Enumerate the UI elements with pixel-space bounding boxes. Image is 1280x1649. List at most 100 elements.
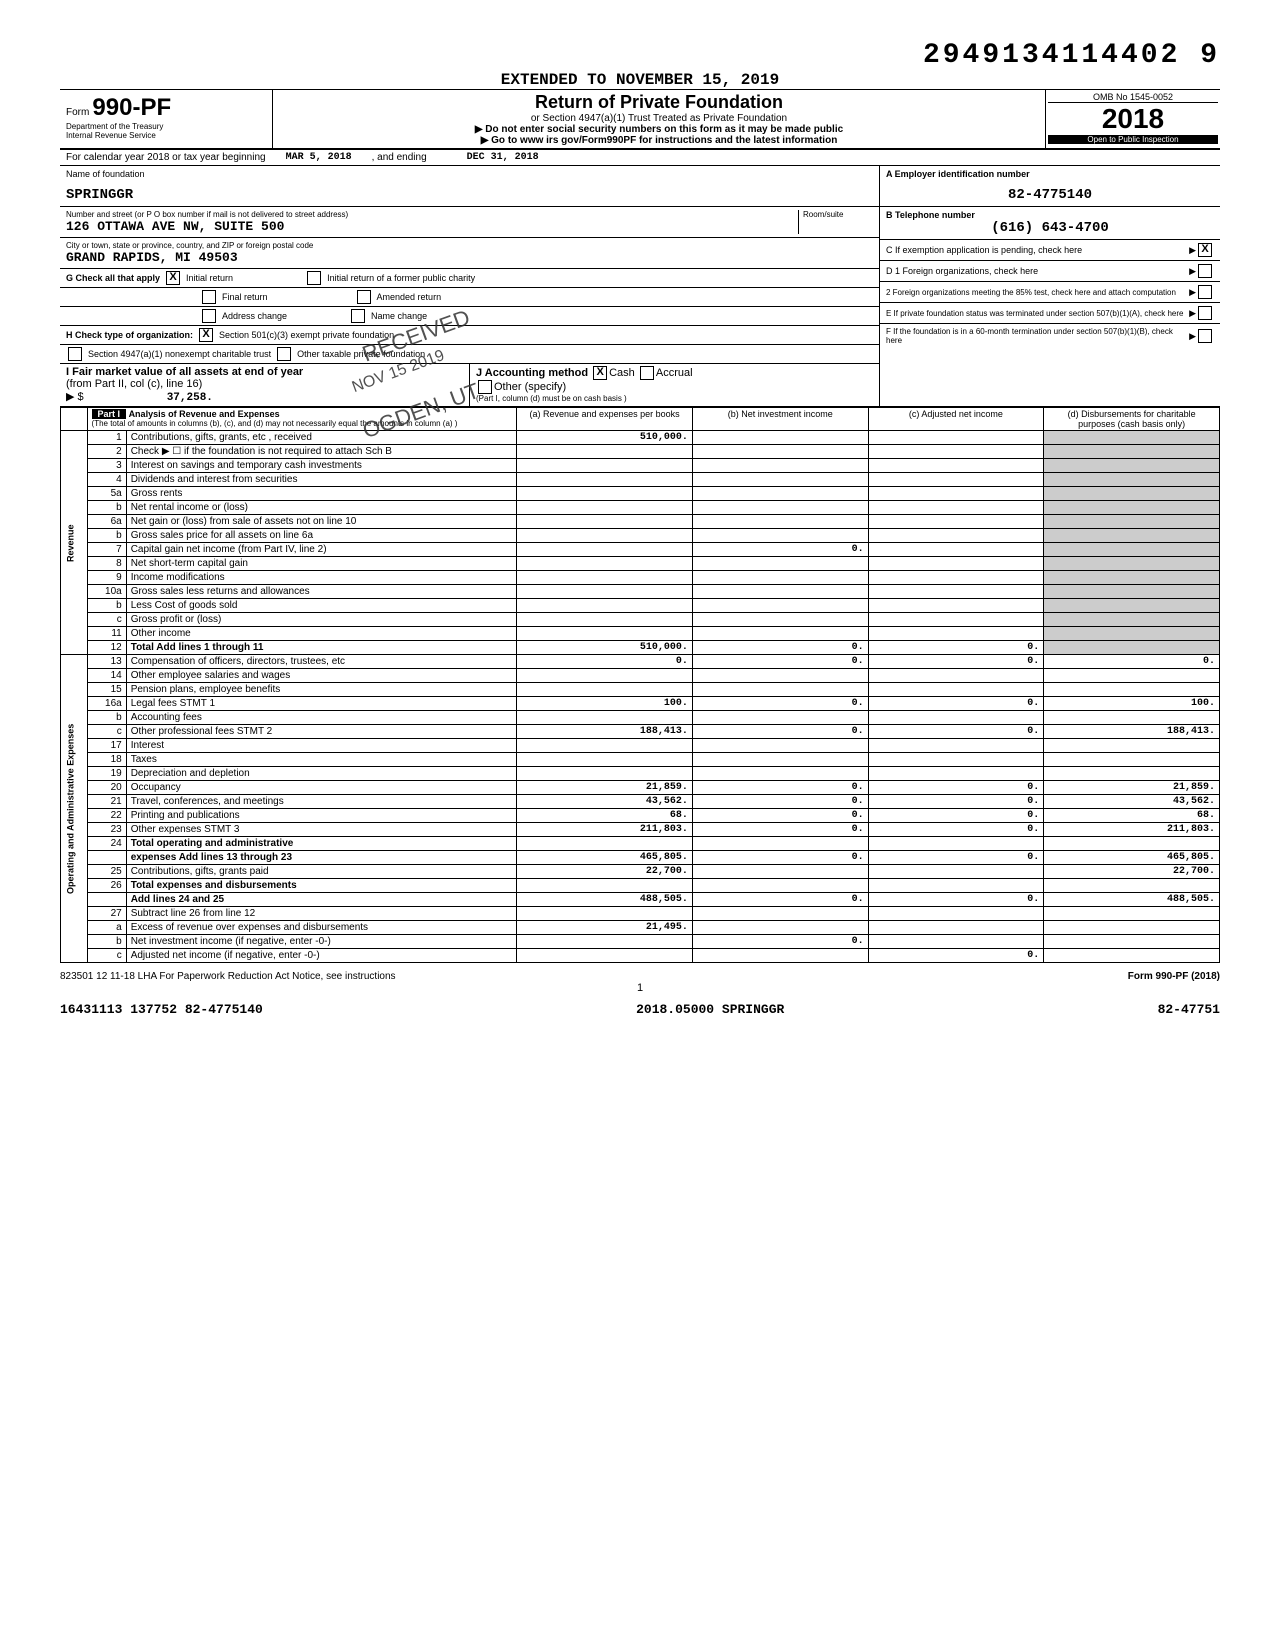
- row-val: 488,505.: [517, 893, 693, 907]
- check-final[interactable]: [202, 290, 216, 304]
- row-val: [1044, 641, 1220, 655]
- row-val: [517, 501, 693, 515]
- row-val: 0.: [692, 851, 868, 865]
- row-val: 0.: [692, 781, 868, 795]
- row-desc: Depreciation and depletion: [126, 767, 517, 781]
- part1-table: Part I Analysis of Revenue and Expenses …: [60, 407, 1220, 963]
- h-block-2: Section 4947(a)(1) nonexempt charitable …: [60, 345, 879, 364]
- check-initial-former[interactable]: [307, 271, 321, 285]
- check-other-acct[interactable]: [478, 380, 492, 394]
- addr-label: Number and street (or P O box number if …: [66, 210, 798, 219]
- row-desc: Gross rents: [126, 487, 517, 501]
- row-val: 0.: [692, 935, 868, 949]
- open-inspection: Open to Public Inspection: [1048, 135, 1218, 144]
- row-val: 22,700.: [1044, 865, 1220, 879]
- row-desc: Total Add lines 1 through 11: [126, 641, 517, 655]
- check-d1[interactable]: [1198, 264, 1212, 278]
- row-val: [692, 711, 868, 725]
- city: GRAND RAPIDS, MI 49503: [66, 250, 873, 265]
- row-desc: Travel, conferences, and meetings: [126, 795, 517, 809]
- row-num: 17: [87, 739, 126, 753]
- row-val: [868, 711, 1044, 725]
- check-d2[interactable]: [1198, 285, 1212, 299]
- row-desc: Legal fees STMT 1: [126, 697, 517, 711]
- row-val: 0.: [692, 893, 868, 907]
- g-label: G Check all that apply: [66, 273, 160, 283]
- row-val: [1044, 599, 1220, 613]
- row-val: [517, 557, 693, 571]
- check-4947[interactable]: [68, 347, 82, 361]
- table-row: 14Other employee salaries and wages: [61, 669, 1220, 683]
- table-row: cGross profit or (loss): [61, 613, 1220, 627]
- check-amended[interactable]: [357, 290, 371, 304]
- footer-right: Form 990-PF (2018): [1128, 971, 1220, 982]
- row-desc: Other employee salaries and wages: [126, 669, 517, 683]
- row-val: [868, 837, 1044, 851]
- row-num: 21: [87, 795, 126, 809]
- row-num: 15: [87, 683, 126, 697]
- check-c[interactable]: X: [1198, 243, 1212, 257]
- check-cash[interactable]: X: [593, 366, 607, 380]
- row-desc: Printing and publications: [126, 809, 517, 823]
- row-val: [692, 753, 868, 767]
- row-num: 27: [87, 907, 126, 921]
- row-val: [692, 921, 868, 935]
- table-row: 17Interest: [61, 739, 1220, 753]
- check-accrual[interactable]: [640, 366, 654, 380]
- check-initial[interactable]: X: [166, 271, 180, 285]
- row-val: 0.: [868, 809, 1044, 823]
- table-row: bNet rental income or (loss): [61, 501, 1220, 515]
- row-val: 0.: [868, 823, 1044, 837]
- row-desc: Net gain or (loss) from sale of assets n…: [126, 515, 517, 529]
- row-desc: Compensation of officers, directors, tru…: [126, 655, 517, 669]
- omb: OMB No 1545-0052: [1048, 92, 1218, 103]
- row-desc: Add lines 24 and 25: [126, 893, 517, 907]
- table-row: expenses Add lines 13 through 23465,805.…: [61, 851, 1220, 865]
- d1-label: D 1 Foreign organizations, check here: [886, 266, 1038, 276]
- row-val: [1044, 571, 1220, 585]
- row-val: [692, 599, 868, 613]
- check-e[interactable]: [1198, 306, 1212, 320]
- row-val: [868, 487, 1044, 501]
- row-val: [1044, 627, 1220, 641]
- row-num: a: [87, 921, 126, 935]
- row-val: [1044, 557, 1220, 571]
- row-val: [692, 431, 868, 445]
- row-num: 20: [87, 781, 126, 795]
- row-val: [1044, 613, 1220, 627]
- table-row: 8Net short-term capital gain: [61, 557, 1220, 571]
- table-row: bLess Cost of goods sold: [61, 599, 1220, 613]
- table-row: 10aGross sales less returns and allowanc…: [61, 585, 1220, 599]
- check-other-tax[interactable]: [277, 347, 291, 361]
- check-501c3[interactable]: X: [199, 328, 213, 342]
- g-block: G Check all that apply XInitial return I…: [60, 269, 879, 288]
- a-label: A Employer identification number: [886, 169, 1214, 179]
- row-val: [517, 879, 693, 893]
- row-val: [692, 907, 868, 921]
- row-val: 22,700.: [517, 865, 693, 879]
- row-val: [868, 431, 1044, 445]
- row-num: 7: [87, 543, 126, 557]
- check-addr[interactable]: [202, 309, 216, 323]
- col-c: (c) Adjusted net income: [868, 408, 1044, 431]
- row-val: [868, 445, 1044, 459]
- g-block-3: Address change Name change: [60, 307, 879, 326]
- row-val: [517, 767, 693, 781]
- form-label: Form: [66, 107, 89, 118]
- row-val: [517, 487, 693, 501]
- check-name[interactable]: [351, 309, 365, 323]
- row-val: [868, 473, 1044, 487]
- row-num: 13: [87, 655, 126, 669]
- row-num: c: [87, 725, 126, 739]
- check-f[interactable]: [1198, 329, 1212, 343]
- row-desc: Capital gain net income (from Part IV, l…: [126, 543, 517, 557]
- table-row: Operating and Administrative Expenses13C…: [61, 655, 1220, 669]
- row-val: [868, 683, 1044, 697]
- row-num: 10a: [87, 585, 126, 599]
- row-val: [1044, 515, 1220, 529]
- info-grid: Name of foundation SPRINGGR Number and s…: [60, 166, 1220, 407]
- row-num: b: [87, 935, 126, 949]
- row-val: 465,805.: [1044, 851, 1220, 865]
- row-val: 510,000.: [517, 431, 693, 445]
- irs: Internal Revenue Service: [66, 131, 266, 140]
